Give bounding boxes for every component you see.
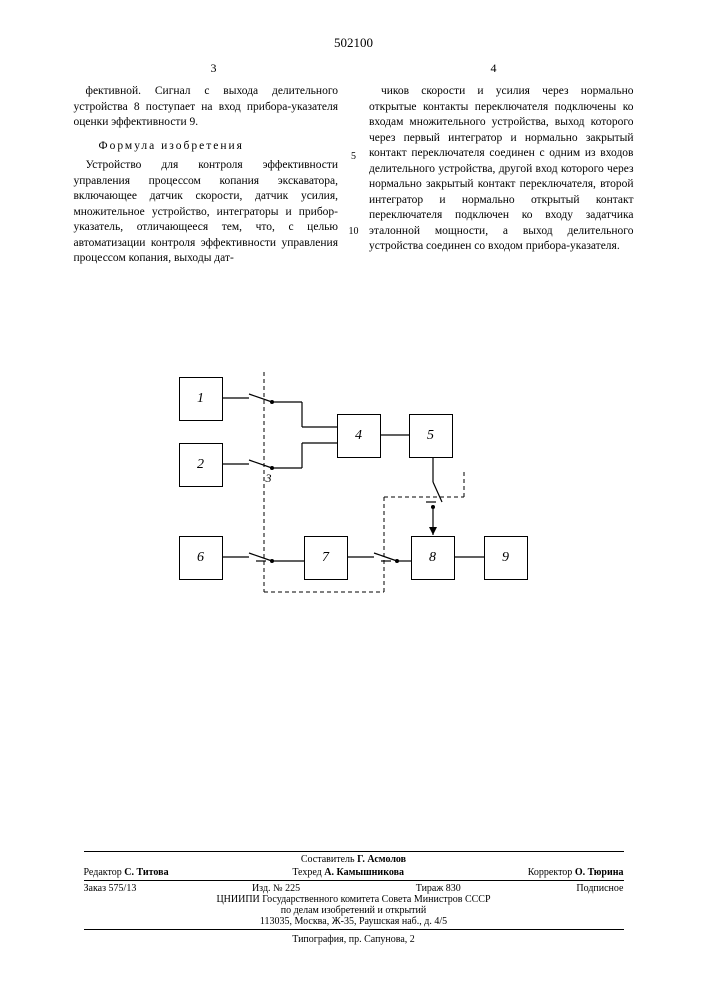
editor-label: Редактор — [84, 867, 122, 878]
editor-name: С. Титова — [124, 867, 168, 878]
formula-heading: Формула изобретения — [99, 139, 339, 155]
techred-name: А. Камышникова — [324, 867, 404, 878]
block-diagram: 1 2 4 5 6 7 8 9 3 — [174, 367, 534, 647]
right-column: чиков скорости и усилия через нормально … — [369, 84, 634, 267]
izd-num: Изд. № 225 — [252, 883, 300, 894]
corrector-label: Корректор — [528, 867, 573, 878]
right-p1: чиков скорости и усилия через нормально … — [369, 84, 634, 255]
linenum-5: 5 — [351, 151, 356, 162]
switch-label-3: 3 — [266, 471, 272, 486]
block-2: 2 — [179, 443, 223, 487]
diagram-lines — [174, 367, 534, 647]
left-p2: Устройство для контроля эффективности уп… — [74, 158, 339, 267]
org-line2: по делам изобретений и открытий — [84, 905, 624, 916]
address: 113035, Москва, Ж-35, Раушская наб., д. … — [84, 916, 624, 927]
block-5: 5 — [409, 414, 453, 458]
column-numbers: 3 4 — [74, 61, 634, 76]
footer-compiler-row: Составитель Г. Асмолов — [84, 851, 624, 865]
block-8: 8 — [411, 536, 455, 580]
tirage: Тираж 830 — [416, 883, 461, 894]
techred-label: Техред — [292, 867, 321, 878]
subscription: Подписное — [576, 883, 623, 894]
order-num: Заказ 575/13 — [84, 883, 137, 894]
patent-number: 502100 — [0, 0, 707, 51]
left-p1: фективной. Сигнал с выхода делительного … — [74, 84, 339, 131]
footer: Составитель Г. Асмолов Редактор С. Титов… — [0, 851, 707, 945]
col-left-num: 3 — [211, 61, 217, 76]
block-6: 6 — [179, 536, 223, 580]
col-right-num: 4 — [491, 61, 497, 76]
block-9: 9 — [484, 536, 528, 580]
typography: Типография, пр. Сапунова, 2 — [84, 934, 624, 945]
block-7: 7 — [304, 536, 348, 580]
line-number-gutter: 5 10 — [346, 84, 361, 267]
org-line1: ЦНИИПИ Государственного комитета Совета … — [84, 894, 624, 905]
block-4: 4 — [337, 414, 381, 458]
footer-publication-block: Заказ 575/13 Изд. № 225 Тираж 830 Подпис… — [84, 880, 624, 930]
linenum-10: 10 — [349, 226, 359, 237]
corrector-name: О. Тюрина — [575, 867, 624, 878]
left-column: фективной. Сигнал с выхода делительного … — [74, 84, 339, 267]
text-columns: фективной. Сигнал с выхода делительного … — [74, 84, 634, 267]
compiler-label: Составитель — [301, 854, 355, 865]
compiler-name: Г. Асмолов — [357, 854, 406, 865]
footer-editors-row: Редактор С. Титова Техред А. Камышникова… — [84, 867, 624, 878]
block-1: 1 — [179, 377, 223, 421]
